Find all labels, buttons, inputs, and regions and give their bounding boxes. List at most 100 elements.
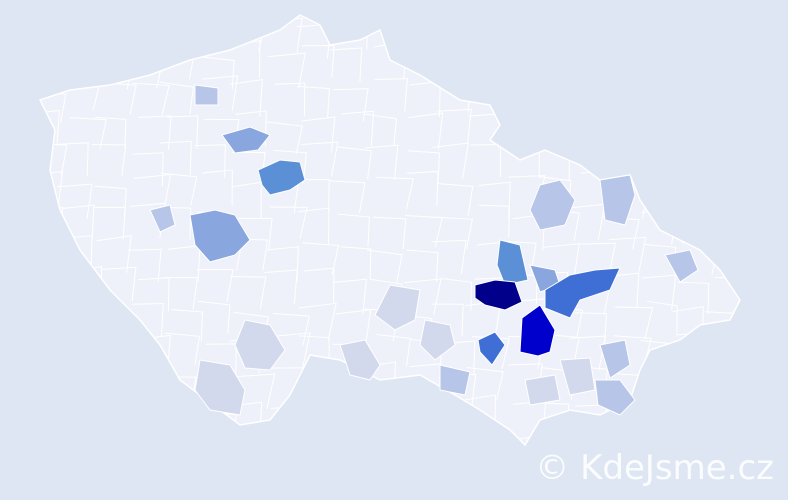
district-highlight[interactable] (524, 374, 561, 406)
district-border (268, 52, 306, 89)
district-border (507, 113, 542, 151)
district-border (40, 281, 65, 315)
district-border (298, 179, 330, 212)
watermark: © KdeJsme.cz (535, 448, 774, 488)
district-border (40, 432, 61, 445)
district-highlight[interactable] (599, 174, 636, 226)
district-border (574, 312, 608, 345)
district-highlight[interactable] (234, 319, 286, 371)
district-border (229, 441, 266, 445)
district-highlight[interactable] (221, 126, 271, 154)
district-border (538, 74, 573, 113)
district-border (374, 78, 408, 112)
district-border (93, 206, 126, 240)
district-border (301, 116, 336, 154)
district-border (575, 107, 607, 143)
district-highlight[interactable] (194, 84, 219, 106)
district-border (102, 266, 137, 302)
district-border (333, 88, 369, 122)
district-border (40, 56, 58, 91)
district-border (437, 50, 469, 83)
district-border (40, 364, 65, 400)
district-border (681, 24, 719, 58)
district-highlight[interactable] (594, 379, 636, 416)
district-border (301, 45, 335, 78)
district-border (337, 213, 370, 247)
district-border (607, 117, 646, 151)
district-border (639, 145, 678, 179)
district-highlight[interactable] (189, 209, 251, 263)
district-highlight[interactable] (477, 331, 506, 366)
district-border (236, 373, 276, 409)
district-border (466, 15, 502, 49)
district-highlight[interactable] (519, 304, 556, 357)
district-border (372, 216, 407, 250)
district-border (126, 362, 160, 400)
district-highlight[interactable] (149, 204, 176, 233)
district-border (431, 303, 464, 337)
district-border (171, 309, 203, 342)
district-border (376, 333, 411, 367)
district-border (295, 404, 334, 438)
highlighted-districts (149, 84, 699, 416)
district-highlight[interactable] (339, 339, 381, 381)
district-border (407, 150, 441, 183)
district-border (197, 300, 231, 334)
district-border (532, 110, 568, 148)
district-highlight[interactable] (599, 339, 631, 379)
district-highlight[interactable] (419, 319, 456, 361)
district-border (166, 115, 199, 149)
district-border (92, 397, 125, 433)
district-highlight[interactable] (529, 179, 576, 231)
district-border (338, 375, 374, 408)
district-border (269, 206, 308, 240)
district-border (302, 242, 340, 275)
district-border (604, 15, 642, 49)
district-border (298, 302, 337, 341)
district-border (607, 49, 643, 83)
district-border (681, 146, 715, 179)
district-border (202, 56, 235, 90)
district-border (645, 83, 678, 116)
district-border (159, 81, 195, 115)
district-border (742, 311, 778, 345)
district-border (229, 79, 263, 117)
district-border (646, 363, 683, 398)
district-border (546, 17, 581, 50)
district-highlight[interactable] (374, 284, 421, 331)
district-border (298, 207, 330, 244)
district-border (127, 426, 165, 445)
district-border (266, 121, 303, 155)
district-highlight[interactable] (474, 279, 523, 311)
district-border (374, 438, 411, 445)
district-border (705, 151, 740, 185)
district-border (705, 400, 740, 434)
district-border (195, 15, 234, 46)
district-border (646, 300, 678, 334)
district-border (230, 276, 267, 309)
district-border (680, 369, 718, 405)
district-highlight[interactable] (664, 249, 699, 283)
district-border (104, 365, 136, 402)
district-border (703, 108, 739, 146)
district-border (679, 206, 711, 240)
district-border (301, 141, 339, 177)
district-highlight[interactable] (544, 267, 621, 319)
district-border (432, 142, 470, 180)
district-border (264, 269, 298, 305)
district-border (131, 302, 164, 337)
district-border (332, 278, 367, 315)
district-border (168, 15, 204, 48)
district-border (738, 86, 740, 120)
district-border (402, 441, 436, 445)
district-highlight[interactable] (559, 357, 596, 396)
district-border (431, 239, 467, 274)
district-highlight[interactable] (496, 239, 529, 286)
district-border (436, 216, 473, 250)
district-border (738, 375, 740, 409)
district-border (238, 217, 273, 251)
district-highlight[interactable] (257, 159, 306, 196)
district-highlight[interactable] (439, 364, 471, 396)
district-highlight[interactable] (194, 359, 246, 416)
district-border (677, 281, 710, 315)
